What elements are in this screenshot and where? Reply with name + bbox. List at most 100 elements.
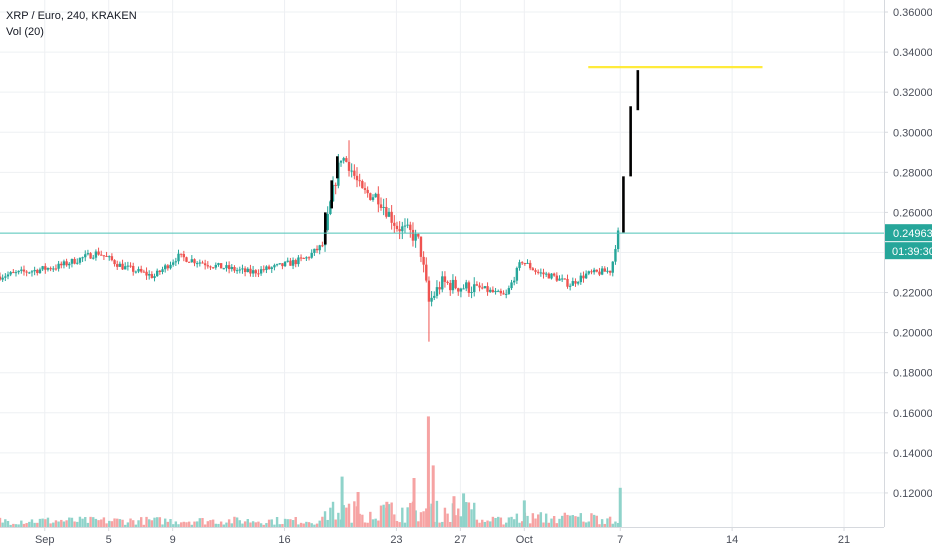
volume-bar	[38, 518, 42, 527]
volume-bar	[390, 502, 393, 527]
candle-body	[454, 279, 457, 289]
volume-bar	[161, 524, 164, 527]
volume-bar	[395, 520, 399, 527]
candle-body	[297, 257, 300, 265]
candle-body	[273, 265, 276, 268]
volume-bar	[616, 522, 620, 527]
volume-bar	[14, 524, 18, 527]
drawing-overlays[interactable]	[0, 66, 884, 245]
candle-body	[550, 273, 553, 279]
candle-body	[494, 290, 497, 293]
volume-bar	[305, 521, 308, 527]
candle-body	[603, 268, 606, 272]
candle-body	[25, 271, 28, 273]
volume-bar	[499, 517, 503, 527]
volume-bar	[169, 519, 172, 527]
volume-bar	[182, 521, 186, 527]
volume-bar	[70, 517, 74, 527]
volume-bar	[81, 518, 84, 527]
candle-body	[102, 255, 106, 257]
time-axis[interactable]: Sep 5 9 16 23 27 Oct 7 14 21	[0, 527, 932, 550]
volume-indicator-label[interactable]: Vol (20)	[6, 26, 44, 38]
candle-body	[518, 262, 521, 268]
volume-bar	[435, 500, 439, 527]
volume-bar	[377, 520, 380, 527]
time-tick-label: 16	[278, 534, 290, 546]
volume-bar	[417, 521, 420, 527]
volume-bar	[510, 516, 513, 527]
candle-body	[36, 269, 39, 274]
candle-body	[430, 297, 433, 302]
volume-bar	[520, 521, 524, 527]
volume-bar	[419, 512, 423, 527]
volume-bar	[121, 519, 124, 527]
candle-body	[225, 265, 228, 269]
volume-bar	[497, 516, 500, 527]
candle-body	[49, 268, 52, 270]
candle-body	[209, 266, 212, 268]
candle-body	[33, 269, 36, 272]
volume-bar	[137, 520, 140, 527]
symbol-title[interactable]: XRP / Euro, 240, KRAKEN	[6, 10, 137, 22]
volume-bar	[281, 523, 284, 527]
candle-body	[113, 260, 116, 265]
candle-body	[68, 263, 71, 266]
candle-body	[4, 276, 7, 278]
candle-body	[398, 229, 401, 232]
volume-bar	[430, 503, 433, 527]
volume-bar	[110, 521, 114, 527]
volume-bar	[457, 508, 460, 527]
candle-body	[134, 271, 138, 273]
volume-bar	[366, 522, 369, 527]
volume-bar	[401, 507, 404, 527]
candle-body	[262, 269, 265, 271]
candle-body	[73, 258, 76, 264]
volume-bar	[155, 517, 159, 527]
candle-body	[179, 253, 183, 255]
volume-bar	[36, 522, 39, 527]
volume-bar	[475, 519, 479, 527]
candle-body	[38, 269, 42, 274]
volume-bar	[353, 501, 356, 527]
candle-body	[382, 206, 385, 208]
volume-bar	[494, 518, 497, 527]
volume-bar	[177, 524, 180, 527]
volume-bar	[425, 508, 428, 527]
candle-body	[12, 272, 15, 274]
volume-bar	[41, 518, 44, 527]
volume-bar	[57, 521, 60, 527]
volume-bar	[187, 521, 191, 527]
volume-bar	[60, 519, 63, 527]
last-price-badge	[885, 224, 932, 242]
volume-bar	[289, 519, 292, 527]
candle-body	[62, 261, 66, 266]
candle-body	[1, 277, 4, 280]
candle-body	[590, 271, 593, 273]
candle-body	[97, 251, 100, 255]
volume-bar	[473, 502, 476, 527]
volume-bar	[515, 513, 519, 527]
volume-bar	[403, 522, 407, 527]
candle-body	[171, 262, 175, 265]
candle-body	[129, 265, 132, 267]
volume-bar	[579, 513, 583, 527]
volume-bar	[528, 523, 532, 527]
volume-bar	[28, 521, 31, 527]
candle-body	[502, 293, 505, 295]
candle-body	[414, 234, 417, 241]
volume-bar	[321, 516, 324, 527]
volume-bar	[454, 515, 457, 527]
volume-bar	[185, 522, 188, 527]
volume-bar	[254, 522, 257, 527]
volume-bar	[265, 523, 268, 527]
volume-bar	[544, 513, 548, 527]
price-axis[interactable]: 0.36000 0.34000 0.32000 0.30000 0.28000 0.260…	[884, 0, 932, 550]
volume-bar	[571, 515, 575, 527]
volume-bar	[86, 522, 90, 527]
candle-body	[326, 214, 329, 230]
candle-body	[321, 245, 324, 247]
candle-body	[510, 282, 513, 289]
candle-body	[257, 273, 260, 275]
volume-bar	[371, 519, 375, 527]
